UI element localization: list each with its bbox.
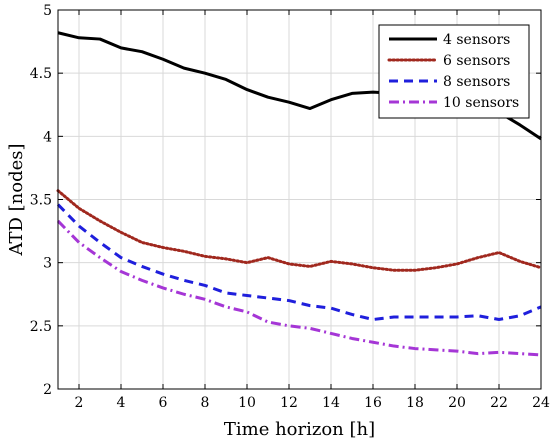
x-tick-label: 24 <box>532 395 550 411</box>
x-tick-label: 2 <box>75 395 84 411</box>
y-tick-label: 3 <box>43 256 52 272</box>
x-tick-label: 20 <box>448 395 466 411</box>
x-tick-label: 4 <box>117 395 126 411</box>
y-tick-label: 4 <box>43 129 52 145</box>
legend: 4 sensors 6 sensors 8 sensors 10 sensors <box>378 24 530 119</box>
series-line-10-sensors <box>56 219 542 357</box>
y-tick-label: 3.5 <box>30 193 52 209</box>
y-axis-label: ATD [nodes] <box>6 143 27 256</box>
x-tick-label: 6 <box>159 395 168 411</box>
x-tick-label: 22 <box>490 395 508 411</box>
legend-items: 4 sensors 6 sensors 8 sensors 10 sensors <box>387 32 519 111</box>
y-tick-label: 2 <box>43 382 52 398</box>
legend-label-8-sensors: 8 sensors <box>443 74 510 90</box>
x-axis-label: Time horizon [h] <box>224 419 375 440</box>
y-tick-label: 5 <box>43 3 52 19</box>
x-tick-label: 18 <box>406 395 424 411</box>
series-line-6-sensors <box>56 189 543 272</box>
legend-label-6-sensors: 6 sensors <box>443 53 510 69</box>
legend-label-4-sensors: 4 sensors <box>443 32 510 48</box>
x-tick-label: 12 <box>280 395 298 411</box>
x-tick-label: 10 <box>238 395 256 411</box>
x-tick-label: 14 <box>322 395 340 411</box>
legend-label-10-sensors: 10 sensors <box>443 95 519 111</box>
y-tick-label: 4.5 <box>30 66 52 82</box>
series-line-8-sensors <box>56 203 542 322</box>
x-tick-label: 8 <box>201 395 210 411</box>
x-tick-label: 16 <box>364 395 382 411</box>
y-tick-label: 2.5 <box>30 319 52 335</box>
